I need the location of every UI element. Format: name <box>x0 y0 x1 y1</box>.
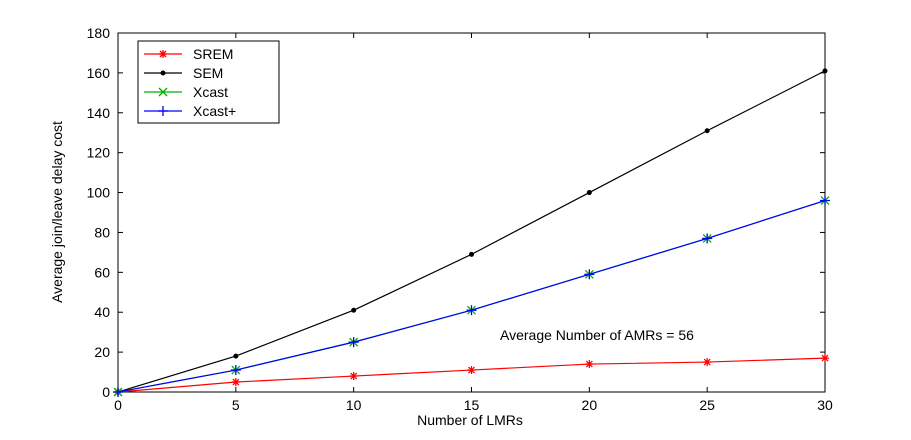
y-tick-label: 60 <box>94 264 110 280</box>
x-tick-label: 0 <box>114 397 122 413</box>
data-point-xcast-plus <box>702 233 713 244</box>
y-tick-label: 140 <box>87 105 111 121</box>
data-point-srem <box>349 372 358 381</box>
x-tick-label: 10 <box>346 397 362 413</box>
data-point-xcast-plus <box>466 305 477 316</box>
data-point-xcast-plus <box>113 387 123 397</box>
data-point-sem <box>233 353 239 359</box>
legend-label-sem: SEM <box>193 65 223 81</box>
y-tick-label: 0 <box>102 384 110 400</box>
legend-marker-xcast-plus <box>158 106 168 116</box>
legend-item-xcast-plus: Xcast+ <box>144 103 236 119</box>
x-tick-label: 20 <box>582 397 598 413</box>
x-tick-label: 30 <box>817 397 833 413</box>
data-point-xcast-plus <box>230 365 241 376</box>
y-tick-label: 80 <box>94 224 110 240</box>
data-point-srem <box>231 378 240 387</box>
legend-marker-xcast <box>158 87 168 97</box>
legend-item-srem: SREM <box>144 46 233 62</box>
data-point-srem <box>585 360 594 369</box>
x-tick-label: 5 <box>232 397 240 413</box>
legend: SREM SEM Xcast Xcast+ <box>137 40 280 124</box>
x-axis-title: Number of LMRs <box>417 412 523 428</box>
x-tick-label: 15 <box>464 397 480 413</box>
legend-marker-srem <box>159 50 167 58</box>
legend-label-srem: SREM <box>193 46 233 62</box>
y-tick-label: 120 <box>87 145 111 161</box>
y-tick-label: 40 <box>94 304 110 320</box>
data-point-srem <box>467 366 476 375</box>
x-axis: 0 5 10 15 20 25 30 <box>114 33 833 413</box>
data-point-sem <box>469 251 474 257</box>
y-axis: 0 20 40 60 80 100 120 140 160 180 <box>87 25 825 400</box>
legend-label-xcast-plus: Xcast+ <box>193 103 236 119</box>
y-tick-label: 160 <box>87 65 111 81</box>
data-point-sem <box>822 68 828 74</box>
series-srem <box>114 354 829 396</box>
y-tick-label: 100 <box>87 185 111 201</box>
data-point-sem <box>704 128 710 134</box>
data-point-sem <box>351 307 357 313</box>
x-tick-label: 25 <box>699 397 715 413</box>
data-point-srem <box>703 358 712 367</box>
y-tick-label: 20 <box>94 344 110 360</box>
legend-item-xcast: Xcast <box>144 84 228 100</box>
data-point-sem <box>586 190 592 196</box>
y-axis-title: Average join/leave delay cost <box>49 121 65 303</box>
data-point-srem <box>821 354 829 363</box>
legend-item-sem: SEM <box>144 65 223 81</box>
chart-annotation: Average Number of AMRs = 56 <box>500 327 694 343</box>
data-point-xcast-plus <box>348 337 359 348</box>
data-point-xcast-plus <box>584 269 595 280</box>
series-xcast-plus <box>113 195 830 397</box>
data-point-xcast-plus <box>820 195 830 206</box>
legend-marker-sem <box>160 70 166 76</box>
y-tick-label: 180 <box>87 25 111 41</box>
series-layer <box>113 68 830 397</box>
legend-label-xcast: Xcast <box>193 84 228 100</box>
